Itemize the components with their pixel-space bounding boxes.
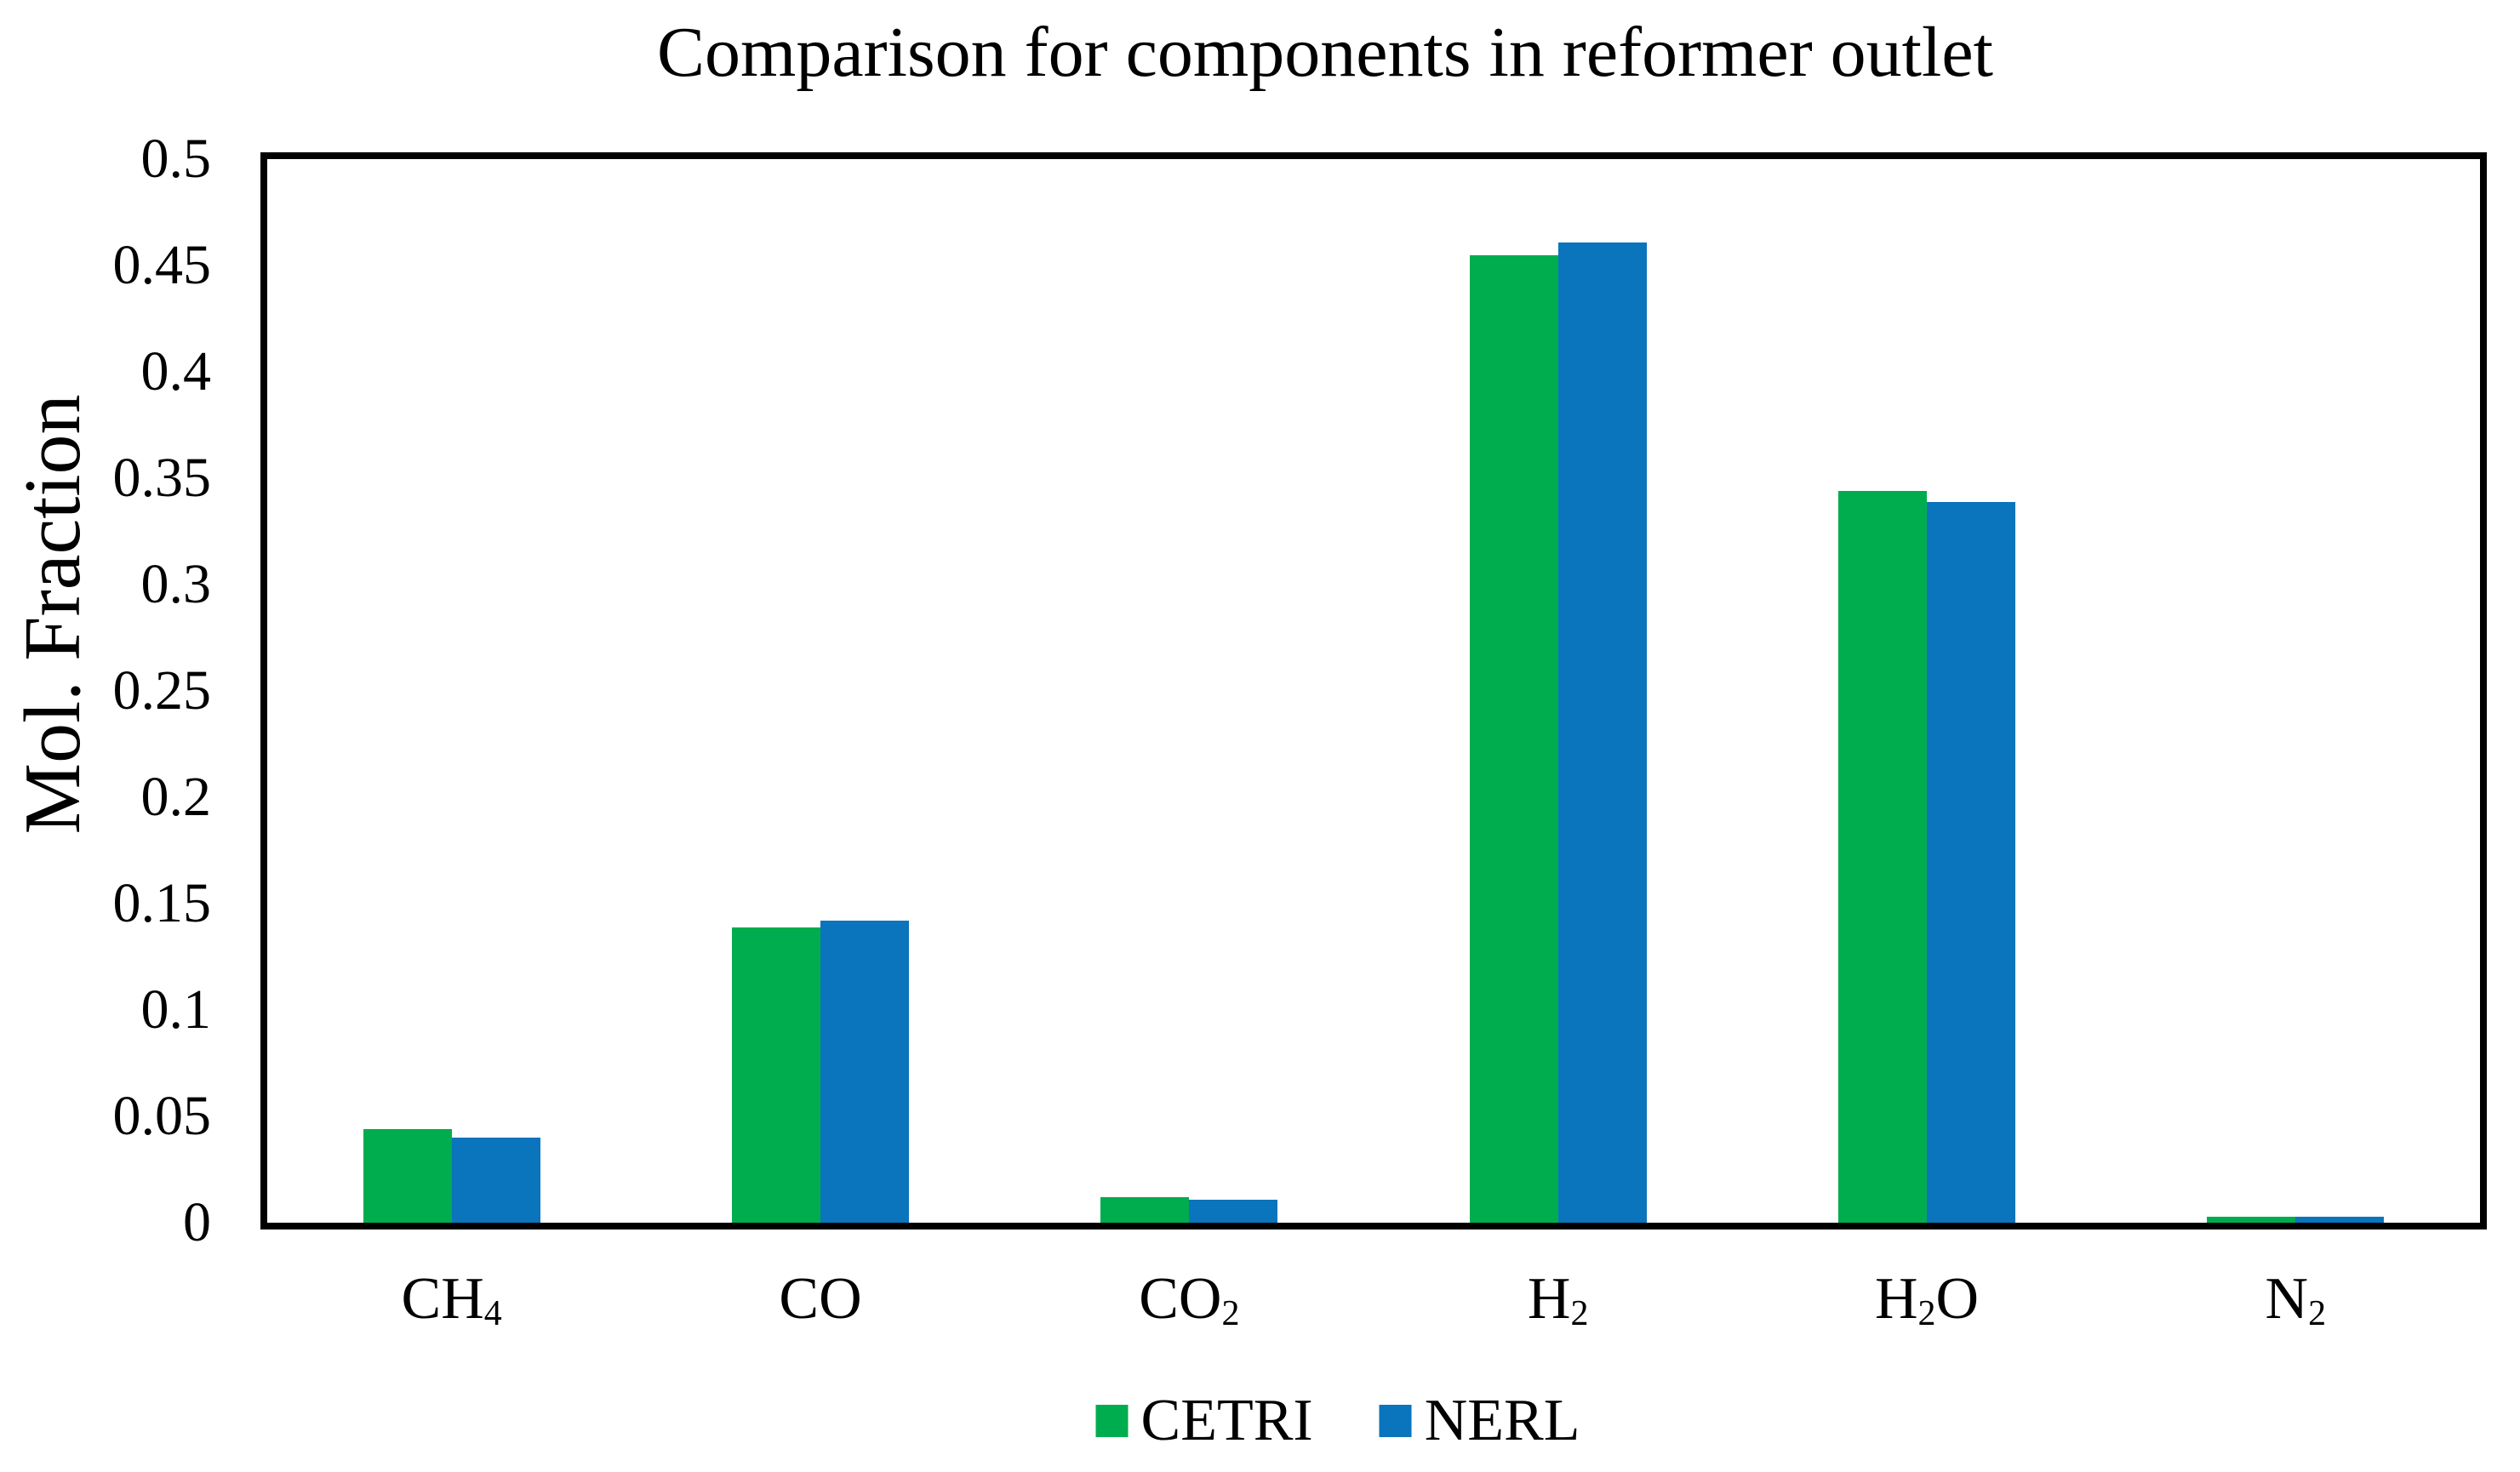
y-tick-label: 0.05 xyxy=(112,1085,212,1147)
y-tick-label: 0 xyxy=(183,1191,211,1253)
legend-label-nerl: NERL xyxy=(1424,1388,1580,1453)
x-label-co: CO xyxy=(779,1266,862,1332)
y-tick-label: 0.15 xyxy=(112,872,212,934)
y-tick-label: 0.2 xyxy=(140,766,212,828)
bar-nerl-h2o xyxy=(1927,501,2015,1223)
bar-nerl-n2 xyxy=(2295,1216,2385,1223)
y-tick-label: 0.35 xyxy=(112,447,212,509)
plot-area xyxy=(260,152,2487,1230)
x-label-n2: N2 xyxy=(2265,1266,2327,1333)
chart-title: Comparison for components in reformer ou… xyxy=(657,13,1993,92)
x-axis-category-labels: CH4 CO CO2 H2 H2O N2 xyxy=(267,1269,2480,1355)
x-label-h2o: H2O xyxy=(1874,1266,1980,1333)
bar-cetri-co xyxy=(732,927,820,1223)
bar-nerl-co xyxy=(820,921,909,1223)
legend-swatch-cetri xyxy=(1095,1405,1129,1437)
bar-nerl-co2 xyxy=(1189,1199,1278,1223)
bar-cetri-ch4 xyxy=(363,1129,452,1223)
bar-cetri-h2 xyxy=(1469,254,1558,1223)
bar-cetri-co2 xyxy=(1100,1197,1190,1223)
y-tick-label: 0.4 xyxy=(140,340,212,402)
legend-swatch-nerl xyxy=(1379,1405,1412,1437)
bar-cetri-h2o xyxy=(1838,491,1927,1223)
y-tick-label: 0.25 xyxy=(112,659,212,722)
y-tick-label: 0.5 xyxy=(140,128,212,190)
legend-item-cetri: CETRI xyxy=(1095,1388,1313,1453)
legend-label-cetri: CETRI xyxy=(1140,1388,1313,1453)
legend: CETRI NERL xyxy=(1095,1388,1580,1453)
y-axis-tick-labels: 0 0.05 0.1 0.15 0.2 0.25 0.3 0.35 0.4 0.45 0.5 xyxy=(0,131,212,1251)
y-tick-label: 0.3 xyxy=(140,553,212,615)
bar-nerl-ch4 xyxy=(451,1138,540,1223)
x-label-co2: CO2 xyxy=(1139,1266,1240,1333)
x-label-ch4: CH4 xyxy=(401,1266,502,1333)
x-label-h2: H2 xyxy=(1527,1266,1589,1333)
bar-cetri-n2 xyxy=(2207,1216,2296,1223)
y-tick-label: 0.45 xyxy=(112,234,212,296)
y-tick-label: 0.1 xyxy=(140,978,212,1041)
legend-item-nerl: NERL xyxy=(1379,1388,1580,1453)
bar-nerl-h2 xyxy=(1557,242,1647,1223)
